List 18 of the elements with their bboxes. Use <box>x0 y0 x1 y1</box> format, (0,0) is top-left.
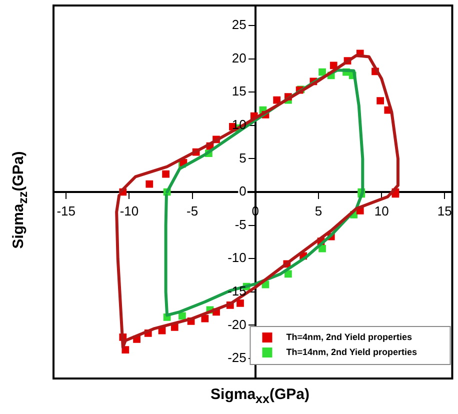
x-tick-label: -10 <box>120 203 139 218</box>
x-tick-label: 5 <box>314 203 322 218</box>
x-tick-label: 10 <box>374 203 389 218</box>
legend-label: Th=4nm, 2nd Yield properties <box>286 332 412 342</box>
x-tick-label: 15 <box>437 203 452 218</box>
legend-label: Th=14nm, 2nd Yield properties <box>286 346 418 357</box>
x-axis-title: Sigma$_{xx}$(GPa) <box>210 386 310 406</box>
y-tick-label: 5 <box>239 150 246 166</box>
x-tick-label: -15 <box>56 203 76 218</box>
y-tick-label: 0 <box>239 184 246 199</box>
y-tick-label: 25 <box>232 17 246 32</box>
y-tick-label: 20 <box>232 50 246 66</box>
y-tick-label: -20 <box>228 316 246 332</box>
x-tick-label: -5 <box>186 203 198 218</box>
y-tick-label: -25 <box>228 350 246 366</box>
y-tick-label: 15 <box>232 84 246 99</box>
y-tick-label: -5 <box>234 216 246 232</box>
y-tick-label: -10 <box>228 250 246 266</box>
